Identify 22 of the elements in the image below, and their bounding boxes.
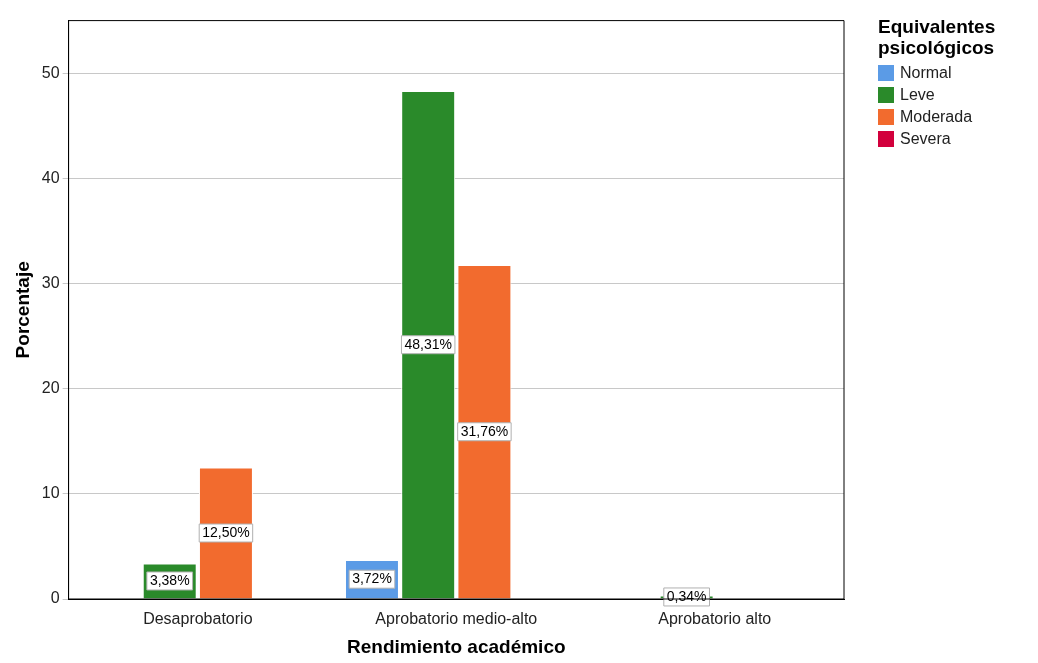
data-label: 31,76% <box>460 422 509 439</box>
y-tick-label: 40 <box>41 168 60 186</box>
data-label: 48,31% <box>404 335 452 352</box>
y-tick-label: 20 <box>41 379 60 397</box>
legend-label: Severa <box>900 130 951 148</box>
legend-label: Normal <box>900 64 952 82</box>
legend-label: Moderada <box>900 108 973 126</box>
data-label: 3,72% <box>352 570 392 587</box>
y-axis-title: Porcentaje <box>11 261 33 359</box>
y-tick-label: 10 <box>41 484 60 502</box>
data-label: 0,34% <box>666 587 707 604</box>
legend-label: Leve <box>900 86 935 104</box>
legend-title: Equivalentes psicológicos <box>878 16 997 58</box>
y-tick-label: 50 <box>41 63 60 81</box>
x-tick-label: Desaprobatorio <box>143 610 253 628</box>
y-tick-label: 0 <box>50 589 60 607</box>
x-tick-label: Aprobatorio medio-alto <box>375 610 538 628</box>
data-label: 3,38% <box>149 571 190 588</box>
x-axis-title: Rendimiento académico <box>347 635 566 657</box>
x-tick-label: Aprobatorio alto <box>658 610 772 628</box>
data-label: 12,50% <box>202 523 250 540</box>
y-tick-label: 30 <box>41 273 60 291</box>
